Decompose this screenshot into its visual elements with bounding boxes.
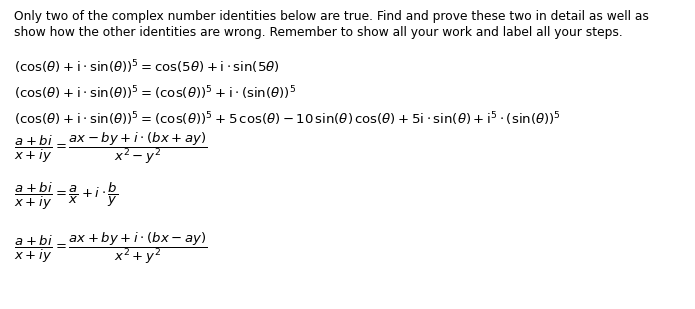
Text: Only two of the complex number identities below are true. Find and prove these t: Only two of the complex number identitie…	[14, 10, 649, 23]
Text: $\dfrac{a+bi}{x+iy} = \dfrac{ax+by+i\cdot(bx-ay)}{x^2+y^2}$: $\dfrac{a+bi}{x+iy} = \dfrac{ax+by+i\cdo…	[14, 230, 207, 266]
Text: show how the other identities are wrong. Remember to show all your work and labe: show how the other identities are wrong.…	[14, 26, 623, 39]
Text: $(\mathrm{cos}(\theta) + \mathrm{i}\cdot\mathrm{sin}(\theta))^5 = (\mathrm{cos}(: $(\mathrm{cos}(\theta) + \mathrm{i}\cdot…	[14, 84, 296, 102]
Text: $(\mathrm{cos}(\theta) + \mathrm{i}\cdot\mathrm{sin}(\theta))^5 = (\mathrm{cos}(: $(\mathrm{cos}(\theta) + \mathrm{i}\cdot…	[14, 110, 561, 128]
Text: $\dfrac{a+bi}{x+iy} = \dfrac{ax-by+i\cdot(bx+ay)}{x^2-y^2}$: $\dfrac{a+bi}{x+iy} = \dfrac{ax-by+i\cdo…	[14, 130, 207, 166]
Text: $(\mathrm{cos}(\theta) + \mathrm{i}\cdot\mathrm{sin}(\theta))^5 = \mathrm{cos}(5: $(\mathrm{cos}(\theta) + \mathrm{i}\cdot…	[14, 58, 279, 76]
Text: $\dfrac{a+bi}{x+iy} = \dfrac{a}{x} + i\cdot\dfrac{b}{y}$: $\dfrac{a+bi}{x+iy} = \dfrac{a}{x} + i\c…	[14, 180, 118, 212]
